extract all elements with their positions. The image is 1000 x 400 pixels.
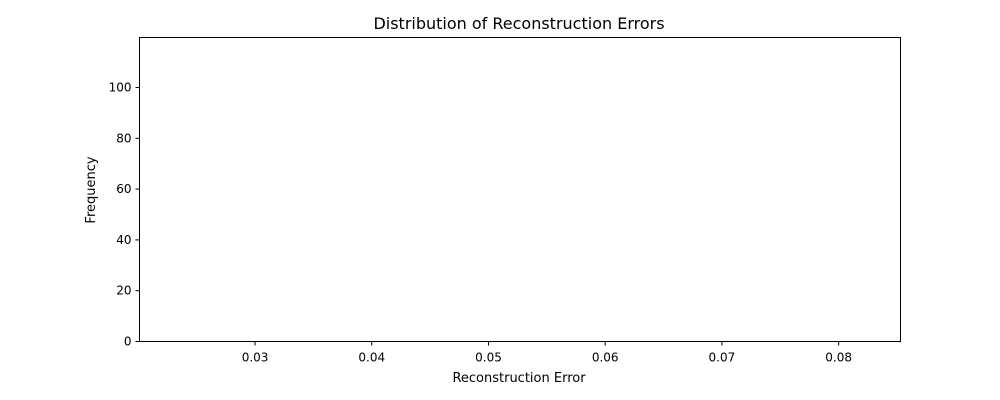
y-tick-label: 40 bbox=[116, 233, 131, 247]
x-tick-label: 0.05 bbox=[475, 351, 502, 365]
x-tick-label: 0.08 bbox=[825, 351, 852, 365]
y-tick-label: 20 bbox=[116, 284, 131, 298]
y-tick-label: 60 bbox=[116, 182, 131, 196]
y-tick-label: 100 bbox=[109, 81, 132, 95]
x-axis-label: Reconstruction Error bbox=[452, 371, 586, 386]
y-axis-label: Frequency bbox=[84, 156, 99, 223]
y-tick-label: 80 bbox=[116, 131, 131, 145]
y-tick-label: 0 bbox=[124, 335, 132, 349]
x-tick-label: 0.07 bbox=[709, 351, 736, 365]
x-tick-label: 0.03 bbox=[242, 351, 269, 365]
chart-title: Distribution of Reconstruction Errors bbox=[373, 14, 664, 33]
y-axis: 0 20 40 60 80 100 bbox=[109, 81, 140, 349]
x-axis: 0.03 0.04 0.05 0.06 0.07 0.08 bbox=[242, 341, 852, 365]
x-tick-label: 0.06 bbox=[592, 351, 619, 365]
x-tick-label: 0.04 bbox=[358, 351, 385, 365]
